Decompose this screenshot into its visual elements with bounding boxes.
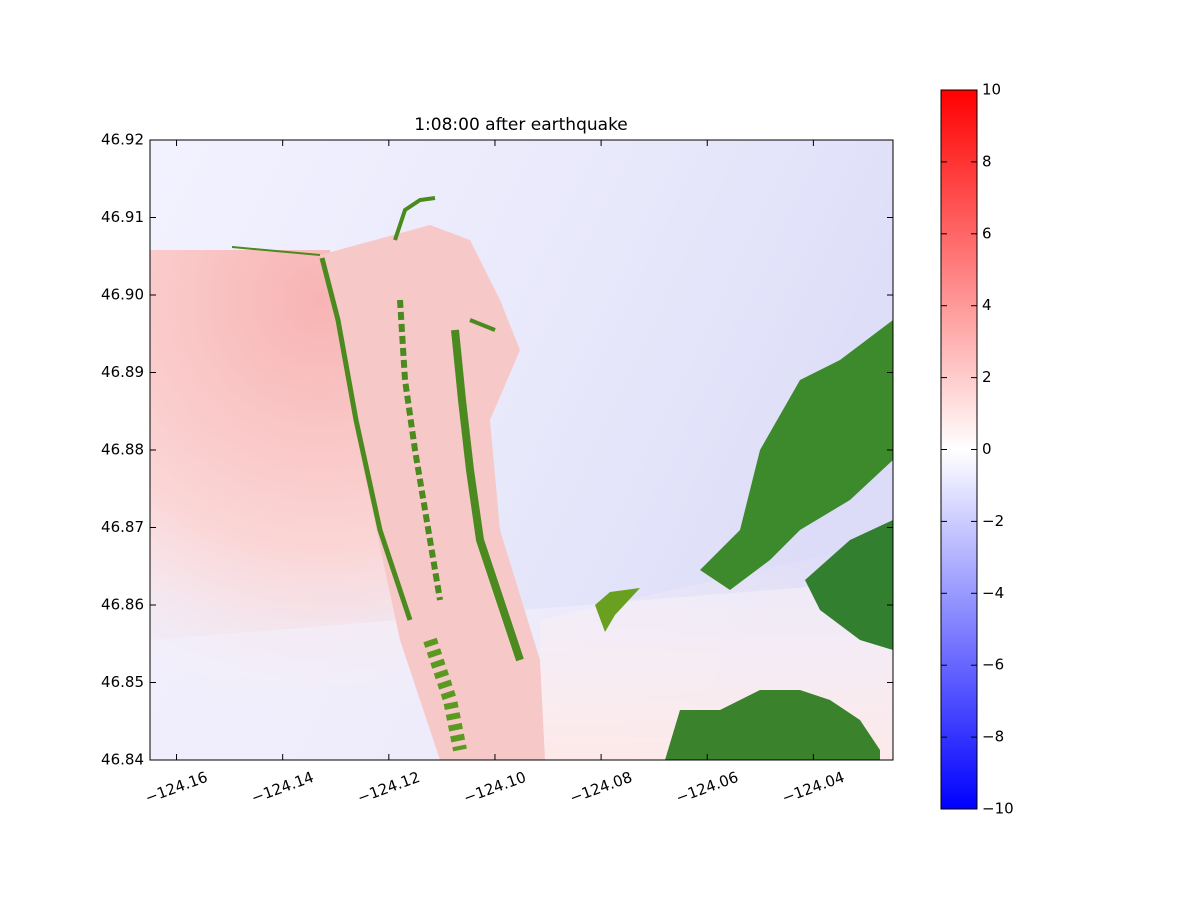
x-tick-label: −124.16 (143, 768, 210, 807)
chart-title: 1:08:00 after earthquake (414, 115, 628, 135)
x-tick-label: −124.08 (567, 768, 634, 807)
northeast-land (700, 320, 893, 590)
colorbar-tick-label: −8 (982, 728, 1004, 746)
y-tick-label: 46.91 (101, 208, 144, 226)
x-tick-label: −124.06 (673, 768, 740, 807)
spit-land (231, 196, 524, 752)
map-field (150, 140, 893, 760)
x-tick-label: −124.12 (355, 768, 422, 807)
x-tick-label: −124.04 (780, 768, 847, 807)
y-tick-label: 46.88 (101, 441, 144, 459)
colorbar-tick-label: 2 (982, 368, 992, 386)
spit-water (320, 225, 545, 760)
y-tick-label: 46.92 (101, 131, 144, 149)
y-tick-label: 46.89 (101, 363, 144, 381)
y-tick-label: 46.90 (101, 286, 144, 304)
colorbar-tick-label: 4 (982, 296, 992, 314)
colorbar-tick-label: −4 (982, 584, 1004, 602)
colorbar-tick-label: 6 (982, 224, 992, 242)
colorbar-tick-label: −2 (982, 512, 1004, 530)
islet (595, 588, 640, 632)
colorbar-tick-label: 8 (982, 152, 992, 170)
colorbar-tick-label: 0 (982, 440, 992, 458)
x-tick-label: −124.14 (249, 768, 316, 807)
colorbar-tick-label: −10 (982, 800, 1014, 818)
y-tick-label: 46.85 (101, 673, 144, 691)
y-tick-label: 46.84 (101, 751, 144, 769)
south-land (665, 690, 880, 760)
y-tick-label: 46.87 (101, 518, 144, 536)
x-tick-label: −124.10 (461, 768, 528, 807)
colorbar-tick-label: −6 (982, 656, 1004, 674)
colorbar-tick-label: 10 (982, 81, 1001, 99)
y-tick-label: 46.86 (101, 596, 144, 614)
east-land (805, 520, 893, 650)
